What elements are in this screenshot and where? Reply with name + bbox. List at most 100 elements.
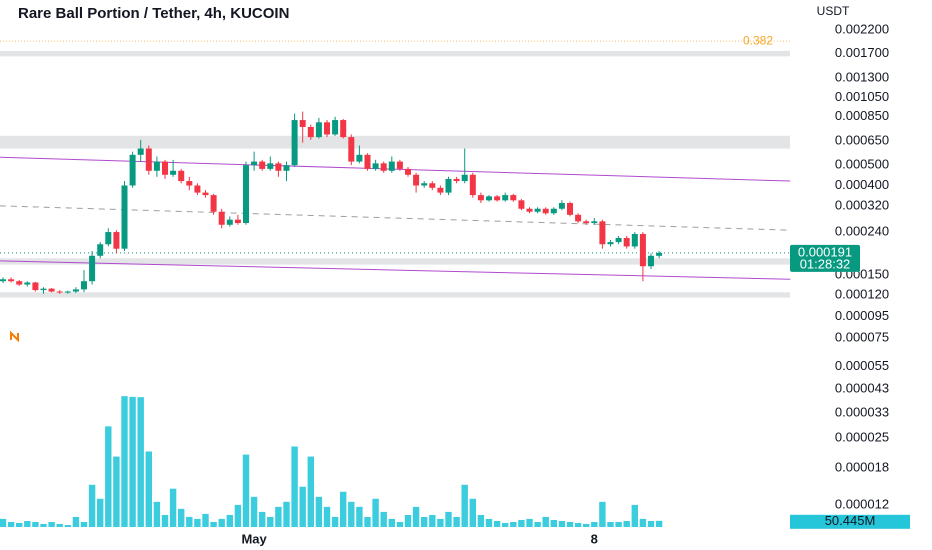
- volume-bar: [518, 520, 525, 527]
- candle-body: [591, 221, 598, 224]
- candle-body: [421, 183, 428, 186]
- x-tick-label: May: [241, 531, 267, 546]
- volume-bar: [493, 520, 501, 527]
- candle-body: [477, 195, 484, 201]
- candle-body: [32, 282, 39, 291]
- volume-bar: [550, 520, 557, 527]
- candle-body: [631, 233, 638, 247]
- y-tick-label: 0.000400: [835, 177, 889, 192]
- candle-body: [324, 122, 330, 135]
- y-tick-label: 0.000095: [835, 308, 889, 323]
- volume-bar: [445, 511, 452, 527]
- candle-body: [72, 289, 79, 292]
- candle-body: [599, 221, 606, 245]
- volume-bar: [469, 498, 476, 527]
- volume-bar: [566, 521, 574, 527]
- candle-body: [364, 154, 371, 169]
- zone: [0, 135, 790, 149]
- chart-title: Rare Ball Portion / Tether, 4h, KUCOIN: [18, 5, 289, 22]
- volume-bar: [259, 511, 266, 527]
- volume-bar: [461, 484, 468, 527]
- volume-bar: [583, 523, 590, 527]
- candle-body: [178, 170, 185, 182]
- candle-body: [575, 214, 582, 222]
- volume-bar: [315, 496, 323, 527]
- volume-bar: [574, 522, 582, 527]
- candle-layer: [0, 111, 663, 294]
- candle-body: [81, 281, 87, 290]
- y-tick-label: 0.000075: [835, 330, 889, 345]
- volume-label-box: [790, 514, 910, 529]
- candle-body: [267, 163, 274, 169]
- candle-body: [388, 161, 395, 171]
- volume-bar: [218, 518, 225, 527]
- volume-bar: [477, 514, 485, 527]
- volume-bar: [137, 397, 144, 527]
- volume-bar: [161, 514, 169, 527]
- candle-body: [461, 174, 468, 182]
- candle-body: [315, 122, 322, 138]
- volume-bar: [267, 516, 274, 527]
- volume-bar: [404, 514, 412, 527]
- volume-bar: [412, 506, 420, 527]
- y-tick-label: 0.000320: [835, 197, 889, 212]
- volume-bar: [169, 488, 177, 527]
- volume-bar: [364, 516, 371, 527]
- candle-body: [210, 195, 217, 212]
- volume-bar: [242, 454, 250, 527]
- y-tick-label: 0.000055: [835, 358, 889, 373]
- last-price-label: 0.000191: [798, 244, 852, 259]
- volume-bar: [40, 523, 47, 527]
- candle-body: [469, 174, 476, 196]
- y-tick-label: 0.000033: [835, 404, 889, 419]
- y-tick-label: 0.002200: [835, 22, 889, 37]
- candle-body: [486, 196, 492, 201]
- candle-body: [105, 232, 112, 245]
- candle-body: [583, 221, 590, 224]
- candle-body: [202, 192, 209, 196]
- candle-body: [186, 181, 193, 186]
- volume-bar: [202, 513, 209, 527]
- volume-bar: [340, 491, 347, 527]
- candle-body: [623, 237, 630, 247]
- candle-body: [332, 120, 339, 135]
- volume-bar: [655, 520, 663, 527]
- candle-body: [259, 161, 266, 169]
- volume-bar: [348, 501, 355, 527]
- volume-bar: [356, 506, 363, 527]
- icon-glyph: [10, 330, 19, 343]
- volume-bar: [16, 522, 23, 527]
- y-tick-label: 0.000018: [835, 460, 889, 475]
- volume-bar: [121, 396, 128, 527]
- y-tick-label: 0.001050: [835, 89, 889, 104]
- volume-bar: [7, 521, 15, 527]
- volume-bar: [275, 506, 282, 527]
- y-tick-label: 0.000650: [835, 133, 889, 148]
- candle-body: [162, 161, 168, 175]
- candle-body: [502, 195, 509, 201]
- volume-bar: [145, 451, 152, 527]
- volume-bar: [153, 501, 161, 527]
- indicator-icon[interactable]: [9, 330, 20, 343]
- y-tick-label: 0.000120: [835, 287, 889, 302]
- front-layer: 0.002200 0.001700 0.001300 0.001050 0.000850…: [241, 22, 910, 546]
- volume-bar: [64, 525, 71, 527]
- volume-layer: [0, 396, 663, 527]
- candle-body: [413, 174, 420, 186]
- candle-body: [153, 161, 160, 171]
- candle-body: [218, 211, 225, 225]
- candle-body: [648, 255, 654, 267]
- candle-body: [89, 255, 96, 282]
- volume-bar: [186, 516, 193, 527]
- volume-label: 50.445M: [825, 513, 876, 528]
- y-tick-label: 0.000043: [835, 380, 889, 395]
- zone: [0, 292, 790, 298]
- volume-bar: [178, 508, 185, 527]
- volume-bar: [429, 514, 436, 527]
- last-price-box: [790, 244, 860, 272]
- candle-body: [24, 282, 31, 285]
- candle-body: [405, 168, 411, 175]
- volume-bar: [88, 484, 96, 527]
- volume-bar: [113, 456, 120, 527]
